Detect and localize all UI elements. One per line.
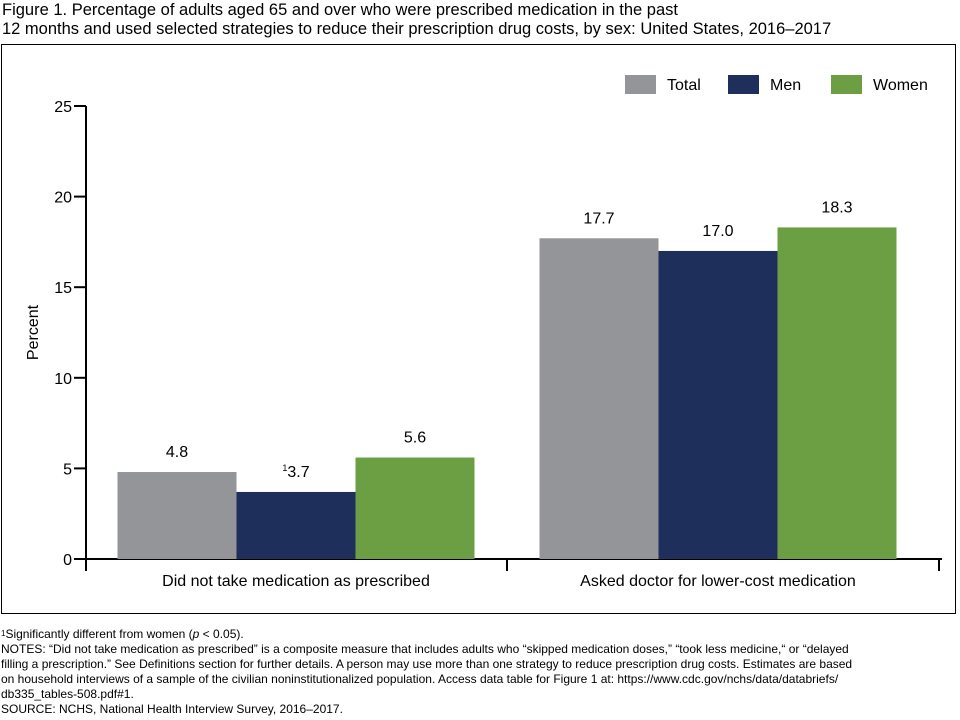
bar-men xyxy=(658,250,778,559)
bar-total xyxy=(117,472,237,559)
notes-line-2: filling a prescription.” See Definitions… xyxy=(1,657,853,671)
y-axis-title: Percent xyxy=(25,304,42,360)
notes-line-4: db335_tables-508.pdf#1. xyxy=(1,687,134,701)
x-tick-label: Did not take medication as prescribed xyxy=(162,573,430,590)
legend-label-men: Men xyxy=(770,77,801,94)
y-tick-label: 0 xyxy=(63,552,72,569)
bar-value-label: 4.8 xyxy=(166,444,188,461)
bar-value-label: 17.7 xyxy=(583,210,614,227)
bar-value-label: 5.6 xyxy=(404,430,426,447)
legend-label-total: Total xyxy=(667,77,701,94)
bar-value-label: 18.3 xyxy=(821,199,852,216)
footnote-text-after: < 0.05). xyxy=(199,627,244,641)
y-tick-label: 10 xyxy=(54,371,72,388)
footnote-significance: 1Significantly different from women (p <… xyxy=(1,627,956,642)
source-line: SOURCE: NCHS, National Health Interview … xyxy=(1,702,343,716)
chart-frame: 0 5 10 15 20 25 Percent Did not take medication… xyxy=(1,44,956,614)
bar-women xyxy=(355,457,475,559)
y-tick-label: 5 xyxy=(63,461,72,478)
x-tick-label: Asked doctor for lower-cost medication xyxy=(580,573,856,590)
y-tick-label: 25 xyxy=(54,99,72,116)
bar-value-label: 17.0 xyxy=(702,223,733,240)
bar-women xyxy=(777,227,897,560)
bar-total xyxy=(539,238,659,559)
footnote-superscript: 1 xyxy=(282,463,287,473)
bar-value-label: 13.7 xyxy=(282,463,309,481)
figure-title: Figure 1. Percentage of adults aged 65 a… xyxy=(2,1,952,39)
legend-swatch-total xyxy=(625,75,656,94)
legend-swatch-men xyxy=(728,75,759,94)
notes-line-1: NOTES: “Did not take medication as presc… xyxy=(1,642,849,656)
footnote-text-before: Significantly different from women ( xyxy=(5,627,193,641)
y-tick-label: 15 xyxy=(54,280,72,297)
figure-title-line-1: Figure 1. Percentage of adults aged 65 a… xyxy=(2,1,678,19)
footnote-p-symbol: p xyxy=(192,627,200,641)
notes-section: 1Significantly different from women (p <… xyxy=(1,627,956,717)
legend-swatch-women xyxy=(831,75,862,94)
footnote-mark: 1 xyxy=(1,629,6,638)
figure-title-line-2: 12 months and used selected strategies t… xyxy=(2,20,832,38)
y-tick-label: 20 xyxy=(54,190,72,207)
legend-label-women: Women xyxy=(873,77,928,94)
bar-chart: 0 5 10 15 20 25 Percent Did not take medication… xyxy=(25,75,942,590)
bar-men xyxy=(236,491,356,559)
notes-line-3: on household interviews of a sample of t… xyxy=(1,672,839,686)
bar-value-text: 3.7 xyxy=(287,464,309,481)
